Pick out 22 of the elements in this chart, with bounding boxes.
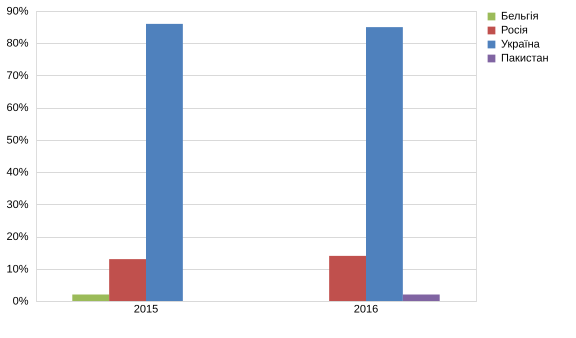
x-tick-label: 2015 <box>134 304 158 316</box>
y-tick-label: 50% <box>6 134 29 146</box>
bar <box>109 259 146 301</box>
y-tick-label: 70% <box>6 70 29 82</box>
legend-label: Росія <box>501 24 528 36</box>
y-tick-label: 10% <box>6 263 29 276</box>
bar <box>329 256 366 301</box>
legend-label: Пакистан <box>501 52 549 64</box>
y-tick-label: 30% <box>6 198 29 211</box>
y-tick-label: 0% <box>12 296 29 308</box>
y-tick-label: 80% <box>6 38 29 50</box>
y-tick-label: 20% <box>6 231 29 244</box>
bar <box>366 27 403 301</box>
legend-label: Україна <box>501 38 541 50</box>
bar <box>402 294 440 301</box>
y-tick-label: 60% <box>6 102 29 114</box>
y-tick-label: 40% <box>6 166 29 179</box>
y-tick-label: 90% <box>6 6 29 18</box>
bar <box>72 294 110 301</box>
legend-label: Бельгія <box>501 10 539 22</box>
bar <box>146 24 183 301</box>
x-tick-label: 2016 <box>354 304 378 316</box>
